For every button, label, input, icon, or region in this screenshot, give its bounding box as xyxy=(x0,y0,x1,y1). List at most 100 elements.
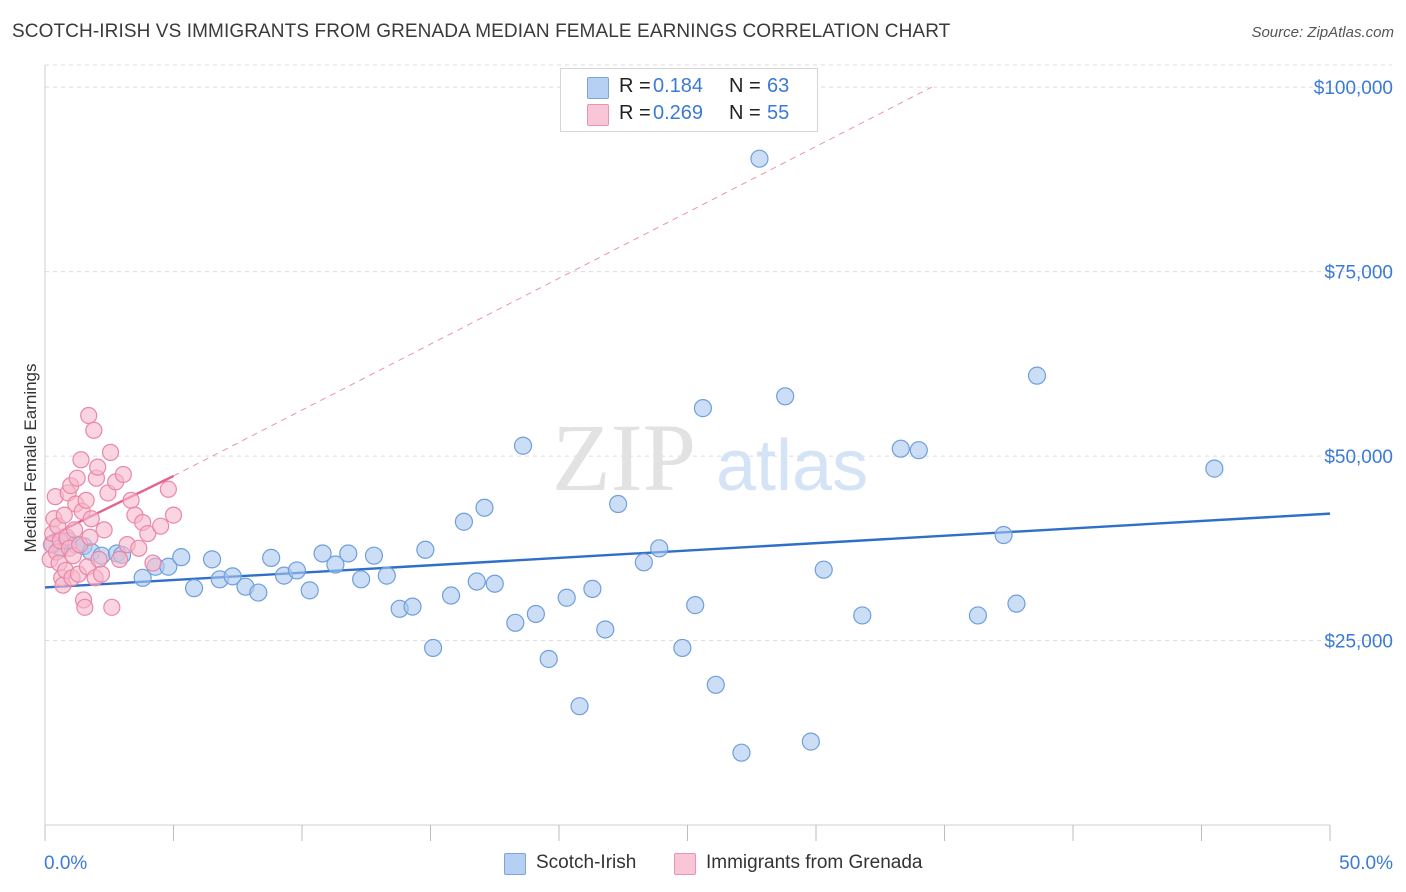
point-scotch-irish xyxy=(377,566,396,585)
point-scotch-irish xyxy=(313,544,332,563)
legend-n-label: N = xyxy=(729,75,761,97)
point-grenada xyxy=(159,480,177,498)
point-scotch-irish xyxy=(776,387,795,406)
point-scotch-irish xyxy=(513,436,533,455)
source-label: Source: ZipAtlas.com xyxy=(1251,24,1394,41)
legend-n-value: 63 xyxy=(767,75,790,97)
point-scotch-irish xyxy=(423,638,443,658)
point-grenada xyxy=(114,465,132,484)
legend-label: Scotch-Irish xyxy=(536,852,637,873)
point-grenada xyxy=(130,539,148,557)
axes xyxy=(44,65,1331,841)
point-grenada xyxy=(139,524,157,543)
point-scotch-irish xyxy=(300,581,319,600)
point-scotch-irish xyxy=(287,561,306,580)
chart-title: SCOTCH-IRISH VS IMMIGRANTS FROM GRENADA … xyxy=(12,21,951,42)
point-grenada xyxy=(110,550,129,568)
point-scotch-irish xyxy=(526,604,545,624)
point-grenada xyxy=(103,598,121,616)
point-grenada xyxy=(76,598,94,616)
point-grenada xyxy=(81,528,99,546)
legend-r-value: 0.184 xyxy=(653,75,704,97)
grid-lines xyxy=(45,64,1392,642)
point-scotch-irish xyxy=(133,568,152,587)
point-scotch-irish xyxy=(557,588,576,607)
legend-swatch-pink xyxy=(587,104,609,126)
watermark: ZIP atlas xyxy=(552,404,868,511)
legend-r-value: 0.269 xyxy=(653,102,704,124)
point-grenada xyxy=(89,458,107,476)
point-scotch-irish xyxy=(909,441,928,460)
watermark-atlas: atlas xyxy=(716,426,868,506)
point-scotch-irish xyxy=(609,494,628,514)
y-tick-label: $25,000 xyxy=(1324,632,1393,653)
point-scotch-irish xyxy=(732,743,751,762)
point-scotch-irish xyxy=(673,638,692,658)
point-grenada xyxy=(65,521,84,539)
legend-r-label: R = xyxy=(619,102,651,124)
point-scotch-irish xyxy=(634,553,653,572)
point-scotch-irish xyxy=(1205,459,1224,478)
point-grenada xyxy=(80,406,98,425)
trend-lines xyxy=(44,86,1331,589)
point-grenada xyxy=(95,521,113,539)
point-scotch-irish xyxy=(968,606,988,625)
point-scotch-irish xyxy=(706,675,725,694)
point-scotch-irish xyxy=(750,149,769,168)
point-scotch-irish xyxy=(650,539,669,558)
point-grenada xyxy=(101,443,120,461)
legend-r-label: R = xyxy=(619,75,651,97)
point-grenada xyxy=(72,451,90,469)
point-scotch-irish xyxy=(891,439,910,458)
tick-labels: $25,000 $50,000 $75,000 $100,000 0.0% 50.0% xyxy=(44,78,1393,874)
legend-swatch-blue xyxy=(504,853,526,875)
legend-item-scotch-irish: Scotch-Irish xyxy=(504,852,664,876)
point-scotch-irish xyxy=(364,546,384,565)
point-grenada xyxy=(92,565,111,583)
point-scotch-irish xyxy=(596,620,615,639)
point-scotch-irish xyxy=(853,606,872,625)
y-tick-label: $100,000 xyxy=(1314,78,1393,99)
y-tick-label: $50,000 xyxy=(1324,447,1393,468)
y-axis-label: Median Female Earnings xyxy=(21,364,40,553)
x-tick-label: 0.0% xyxy=(44,853,87,874)
point-scotch-irish xyxy=(583,579,602,598)
point-scotch-irish xyxy=(326,555,345,574)
legend-n-value: 55 xyxy=(767,102,790,124)
point-scotch-irish xyxy=(1027,366,1047,385)
point-scotch-irish xyxy=(202,550,222,569)
point-scotch-irish xyxy=(1007,594,1026,613)
x-tick-label: 50.0% xyxy=(1339,853,1393,874)
point-scotch-irish xyxy=(339,544,358,563)
watermark-zip: ZIP xyxy=(552,404,696,511)
point-scotch-irish xyxy=(485,574,504,593)
point-scotch-irish xyxy=(184,579,204,598)
point-grenada xyxy=(90,550,108,568)
data-points xyxy=(41,149,1224,762)
point-grenada xyxy=(122,491,140,509)
legend-item-grenada: Immigrants from Grenada xyxy=(674,852,954,876)
point-scotch-irish xyxy=(994,525,1013,545)
point-scotch-irish xyxy=(249,583,268,602)
point-grenada xyxy=(144,554,162,572)
point-scotch-irish xyxy=(223,567,242,586)
trend-line-scotch-irish xyxy=(44,512,1331,589)
point-scotch-irish xyxy=(686,596,705,615)
point-grenada xyxy=(164,506,183,524)
point-scotch-irish xyxy=(467,572,486,591)
point-scotch-irish xyxy=(693,399,713,418)
point-grenada xyxy=(85,421,103,439)
point-scotch-irish xyxy=(475,498,494,517)
point-grenada xyxy=(77,491,95,509)
legend-swatch-blue xyxy=(587,77,609,99)
legend-swatch-pink xyxy=(674,853,696,875)
point-grenada xyxy=(152,517,170,535)
point-scotch-irish xyxy=(539,649,558,669)
point-scotch-irish xyxy=(570,697,589,716)
point-scotch-irish xyxy=(403,597,422,616)
point-scotch-irish xyxy=(416,540,435,559)
point-grenada xyxy=(68,469,86,487)
legend-label: Immigrants from Grenada xyxy=(706,852,923,873)
point-grenada xyxy=(82,510,100,528)
